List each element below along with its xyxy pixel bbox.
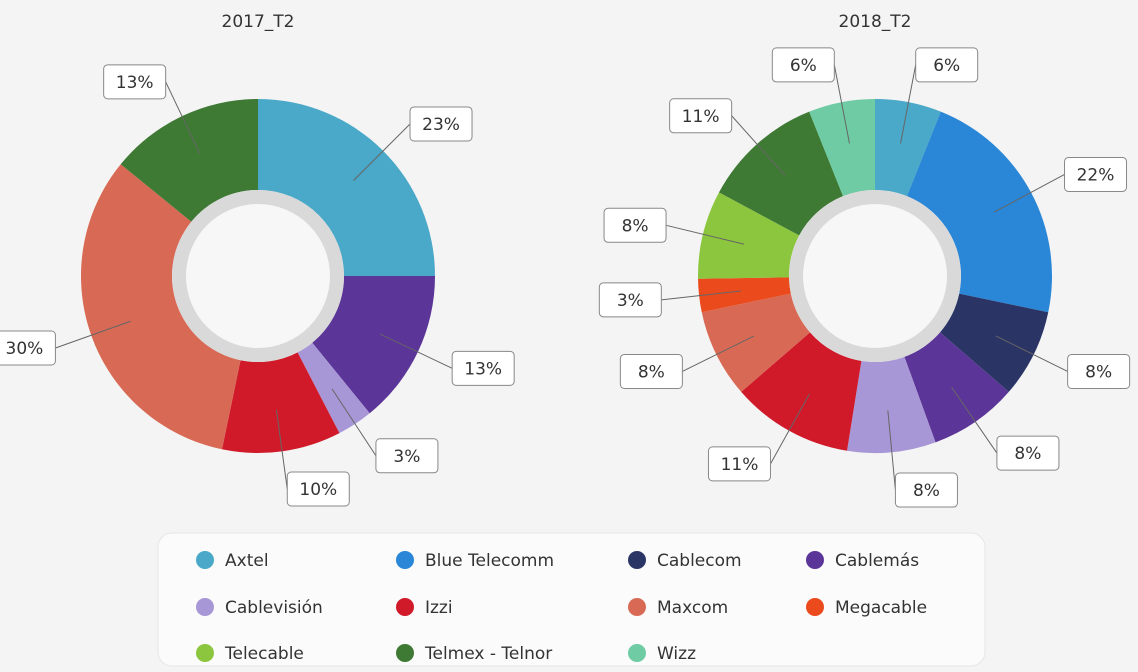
slice — [701, 293, 811, 392]
label-box — [619, 353, 683, 389]
legend-swatch — [196, 551, 214, 569]
legend-label: Axtel — [225, 551, 269, 571]
legend-label: Wizz — [657, 644, 696, 664]
inner-hole — [803, 204, 947, 348]
label-box — [286, 471, 350, 507]
slice — [221, 352, 340, 453]
slice — [698, 277, 791, 313]
data-label: 8% — [1014, 444, 1041, 464]
label-box — [894, 472, 958, 508]
label-line — [995, 335, 1068, 372]
slice — [120, 99, 259, 222]
label-box — [1064, 156, 1128, 192]
label-box — [1067, 353, 1131, 389]
label-line — [887, 410, 896, 491]
legend-swatch — [806, 551, 824, 569]
label-line — [900, 64, 917, 144]
data-label: 6% — [933, 56, 960, 76]
legend-swatch — [196, 598, 214, 616]
inner-hole — [186, 204, 330, 348]
label-box — [0, 330, 56, 366]
legend-swatch — [806, 598, 824, 616]
label-line — [661, 290, 741, 301]
slice — [939, 293, 1049, 392]
label-box — [375, 438, 439, 474]
label-line — [353, 123, 411, 181]
label-line — [770, 393, 810, 465]
data-label: 11% — [721, 455, 759, 475]
label-line — [951, 386, 998, 454]
label-box — [996, 435, 1060, 471]
data-label: 30% — [6, 339, 44, 359]
legend-label: Izzi — [425, 598, 453, 618]
data-label: 8% — [913, 481, 940, 501]
data-label: 13% — [116, 73, 154, 93]
label-line — [833, 64, 850, 144]
legend-swatch — [396, 551, 414, 569]
legend-swatch — [196, 644, 214, 662]
slice — [297, 342, 370, 434]
label-line — [731, 115, 786, 176]
slice — [258, 99, 435, 276]
slice — [741, 332, 862, 451]
slice — [697, 192, 800, 279]
label-box — [451, 350, 515, 386]
label-line — [165, 81, 201, 155]
label-box — [598, 282, 662, 318]
legend-swatch — [628, 551, 646, 569]
label-box — [915, 47, 979, 83]
slice — [906, 111, 1053, 313]
data-label: 13% — [464, 359, 502, 379]
legend-swatch — [628, 644, 646, 662]
slice — [312, 276, 435, 414]
legend-label: Telmex - Telnor — [424, 644, 552, 664]
label-line — [379, 333, 453, 369]
legend-label: Cablevisión — [225, 598, 323, 618]
legend-label: Megacable — [835, 598, 927, 618]
data-label: 3% — [617, 291, 644, 311]
legend-swatch — [396, 598, 414, 616]
data-label: 11% — [682, 107, 720, 127]
chart-title: 2017_T2 — [222, 12, 295, 32]
label-box — [707, 446, 771, 482]
data-label: 10% — [299, 480, 337, 500]
legend-swatch — [396, 644, 414, 662]
data-label: 8% — [638, 362, 665, 382]
label-box — [669, 98, 733, 134]
slice — [875, 99, 941, 197]
label-line — [993, 174, 1065, 213]
data-label: 6% — [790, 56, 817, 76]
data-label: 23% — [422, 115, 460, 135]
slice — [809, 99, 875, 197]
data-label: 8% — [1085, 362, 1112, 382]
label-line — [665, 224, 744, 245]
label-box — [771, 47, 835, 83]
legend-label: Blue Telecomm — [425, 551, 554, 571]
slice — [718, 111, 844, 236]
data-label: 8% — [622, 216, 649, 236]
legend-box — [157, 532, 986, 667]
label-line — [682, 335, 755, 372]
slice — [847, 356, 936, 453]
data-label: 3% — [393, 447, 420, 467]
legend-label: Cablemás — [835, 551, 919, 571]
slice — [81, 164, 241, 450]
legend-label: Cablecom — [657, 551, 742, 571]
legend-swatch — [628, 598, 646, 616]
legend-label: Maxcom — [657, 598, 728, 618]
label-box — [409, 106, 473, 142]
label-line — [331, 388, 377, 457]
legend-label: Telecable — [224, 644, 304, 664]
label-line — [55, 320, 131, 349]
label-box — [603, 207, 667, 243]
data-label: 22% — [1077, 165, 1115, 185]
slice — [904, 332, 1009, 443]
label-box — [103, 64, 167, 100]
label-line — [275, 409, 288, 490]
chart-title: 2018_T2 — [839, 12, 912, 32]
